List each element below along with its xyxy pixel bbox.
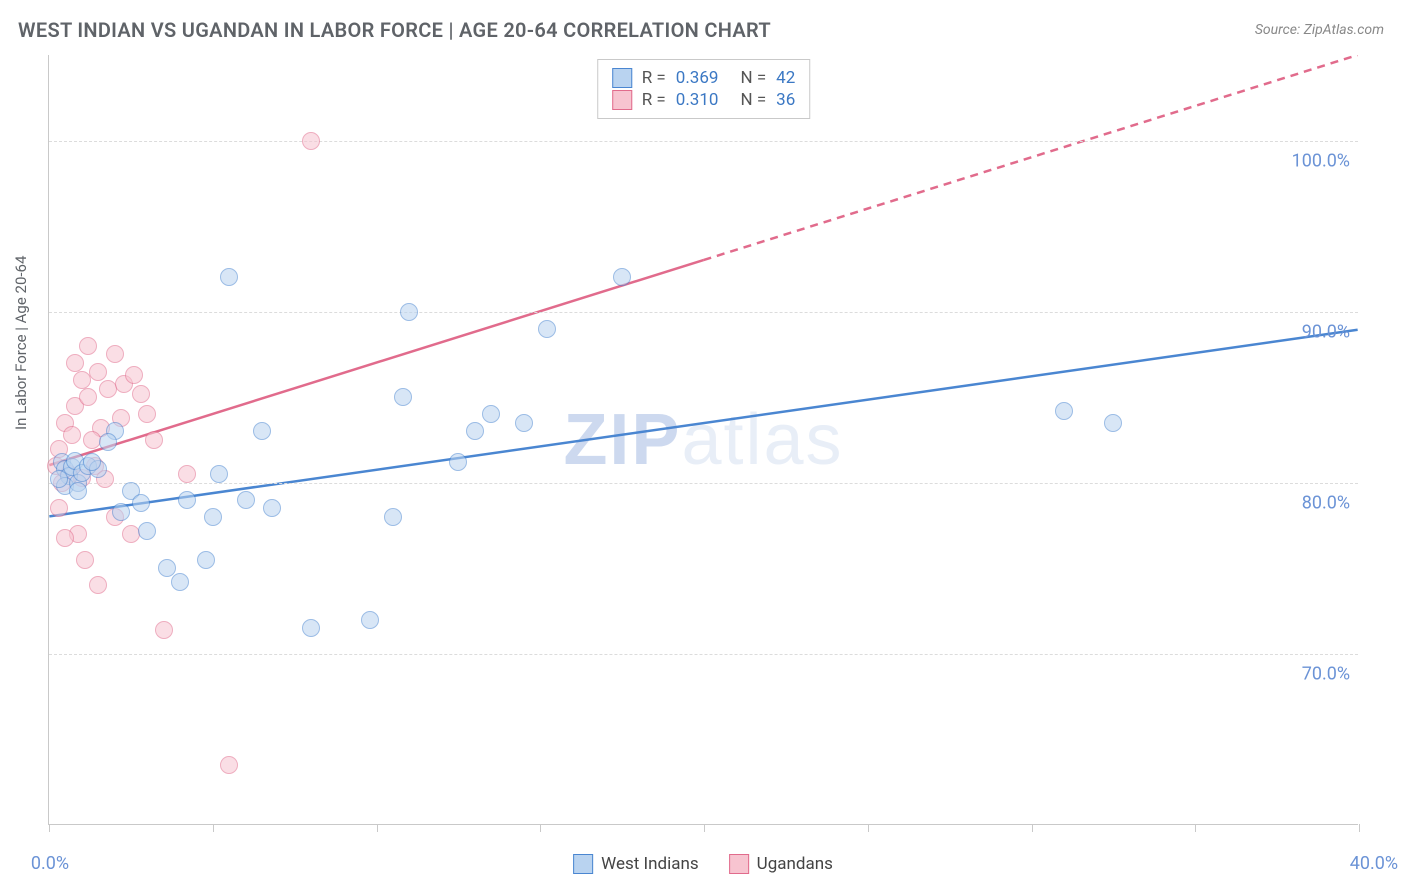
data-point-ugandans (89, 576, 107, 594)
data-point-ugandans (145, 431, 163, 449)
legend-label-ugandans: Ugandans (757, 854, 833, 874)
watermark-rest: atlas (681, 400, 843, 480)
n-prefix: N = (740, 90, 766, 110)
data-point-ugandans (106, 345, 124, 363)
data-point-ugandans (66, 354, 84, 372)
data-point-ugandans (155, 621, 173, 639)
data-point-west-indians (613, 268, 631, 286)
chart-title: WEST INDIAN VS UGANDAN IN LABOR FORCE | … (18, 18, 771, 42)
legend-row-west-indians: R = 0.369 N = 42 (612, 68, 796, 88)
source-attribution: Source: ZipAtlas.com (1255, 22, 1384, 38)
data-point-ugandans (63, 426, 81, 444)
legend-label-west-indians: West Indians (601, 854, 699, 874)
swatch-west-indians-icon (573, 854, 593, 874)
data-point-ugandans (73, 371, 91, 389)
data-point-ugandans (50, 499, 68, 517)
data-point-west-indians (253, 422, 271, 440)
gridline (49, 141, 1358, 142)
data-point-ugandans (125, 366, 143, 384)
data-point-west-indians (50, 470, 68, 488)
y-tick-label: 100.0% (1292, 150, 1350, 171)
data-point-west-indians (69, 482, 87, 500)
x-axis-label-left: 0.0% (31, 853, 69, 874)
x-tick (213, 824, 214, 832)
data-point-ugandans (76, 551, 94, 569)
gridline (49, 312, 1358, 313)
data-point-ugandans (302, 132, 320, 150)
gridline (49, 654, 1358, 655)
gridline (49, 483, 1358, 484)
data-point-west-indians (302, 619, 320, 637)
data-point-west-indians (132, 494, 150, 512)
n-value-west-indians: 42 (776, 68, 795, 88)
swatch-ugandans-icon (612, 90, 632, 110)
data-point-west-indians (237, 491, 255, 509)
data-point-west-indians (400, 303, 418, 321)
legend-item-west-indians: West Indians (573, 854, 699, 874)
data-point-ugandans (132, 385, 150, 403)
watermark: ZIPatlas (563, 399, 843, 481)
data-point-west-indians (138, 522, 156, 540)
y-axis-label: In Labor Force | Age 20-64 (12, 256, 30, 430)
plot-area: ZIPatlas R = 0.369 N = 42 R = 0.310 N = … (48, 55, 1358, 825)
x-tick (704, 824, 705, 832)
swatch-ugandans-icon (729, 854, 749, 874)
data-point-west-indians (204, 508, 222, 526)
data-point-west-indians (263, 499, 281, 517)
data-point-west-indians (515, 414, 533, 432)
x-tick (868, 824, 869, 832)
r-value-west-indians: 0.369 (676, 68, 719, 88)
data-point-west-indians (99, 433, 117, 451)
legend-row-ugandans: R = 0.310 N = 36 (612, 90, 796, 110)
legend-correlation: R = 0.369 N = 42 R = 0.310 N = 36 (597, 59, 811, 119)
data-point-west-indians (220, 268, 238, 286)
data-point-west-indians (449, 453, 467, 471)
data-point-ugandans (79, 388, 97, 406)
data-point-west-indians (1055, 402, 1073, 420)
r-value-ugandans: 0.310 (676, 90, 719, 110)
data-point-west-indians (197, 551, 215, 569)
data-point-west-indians (112, 503, 130, 521)
y-tick-label: 90.0% (1302, 321, 1350, 342)
x-tick (540, 824, 541, 832)
data-point-west-indians (384, 508, 402, 526)
y-tick-label: 80.0% (1302, 492, 1350, 513)
x-tick (1359, 824, 1360, 832)
data-point-west-indians (171, 573, 189, 591)
x-tick (377, 824, 378, 832)
r-prefix: R = (642, 68, 666, 88)
data-point-ugandans (122, 525, 140, 543)
swatch-west-indians-icon (612, 68, 632, 88)
chart-container: WEST INDIAN VS UGANDAN IN LABOR FORCE | … (0, 0, 1406, 892)
data-point-ugandans (83, 431, 101, 449)
data-point-west-indians (482, 405, 500, 423)
y-tick-label: 70.0% (1302, 663, 1350, 684)
data-point-ugandans (79, 337, 97, 355)
r-prefix: R = (642, 90, 666, 110)
data-point-west-indians (466, 422, 484, 440)
x-tick (49, 824, 50, 832)
data-point-west-indians (394, 388, 412, 406)
data-point-west-indians (83, 453, 101, 471)
data-point-ugandans (178, 465, 196, 483)
legend-series: West Indians Ugandans (573, 854, 833, 874)
data-point-ugandans (220, 756, 238, 774)
data-point-west-indians (178, 491, 196, 509)
data-point-ugandans (89, 363, 107, 381)
x-tick (1032, 824, 1033, 832)
n-prefix: N = (740, 68, 766, 88)
x-axis-label-right: 40.0% (1350, 853, 1398, 874)
x-tick (1195, 824, 1196, 832)
watermark-bold: ZIP (563, 400, 681, 480)
n-value-ugandans: 36 (776, 90, 795, 110)
data-point-west-indians (210, 465, 228, 483)
legend-item-ugandans: Ugandans (729, 854, 833, 874)
data-point-ugandans (99, 380, 117, 398)
trend-lines-svg (49, 55, 1358, 824)
data-point-ugandans (138, 405, 156, 423)
data-point-ugandans (56, 529, 74, 547)
data-point-west-indians (538, 320, 556, 338)
data-point-west-indians (1104, 414, 1122, 432)
data-point-west-indians (361, 611, 379, 629)
